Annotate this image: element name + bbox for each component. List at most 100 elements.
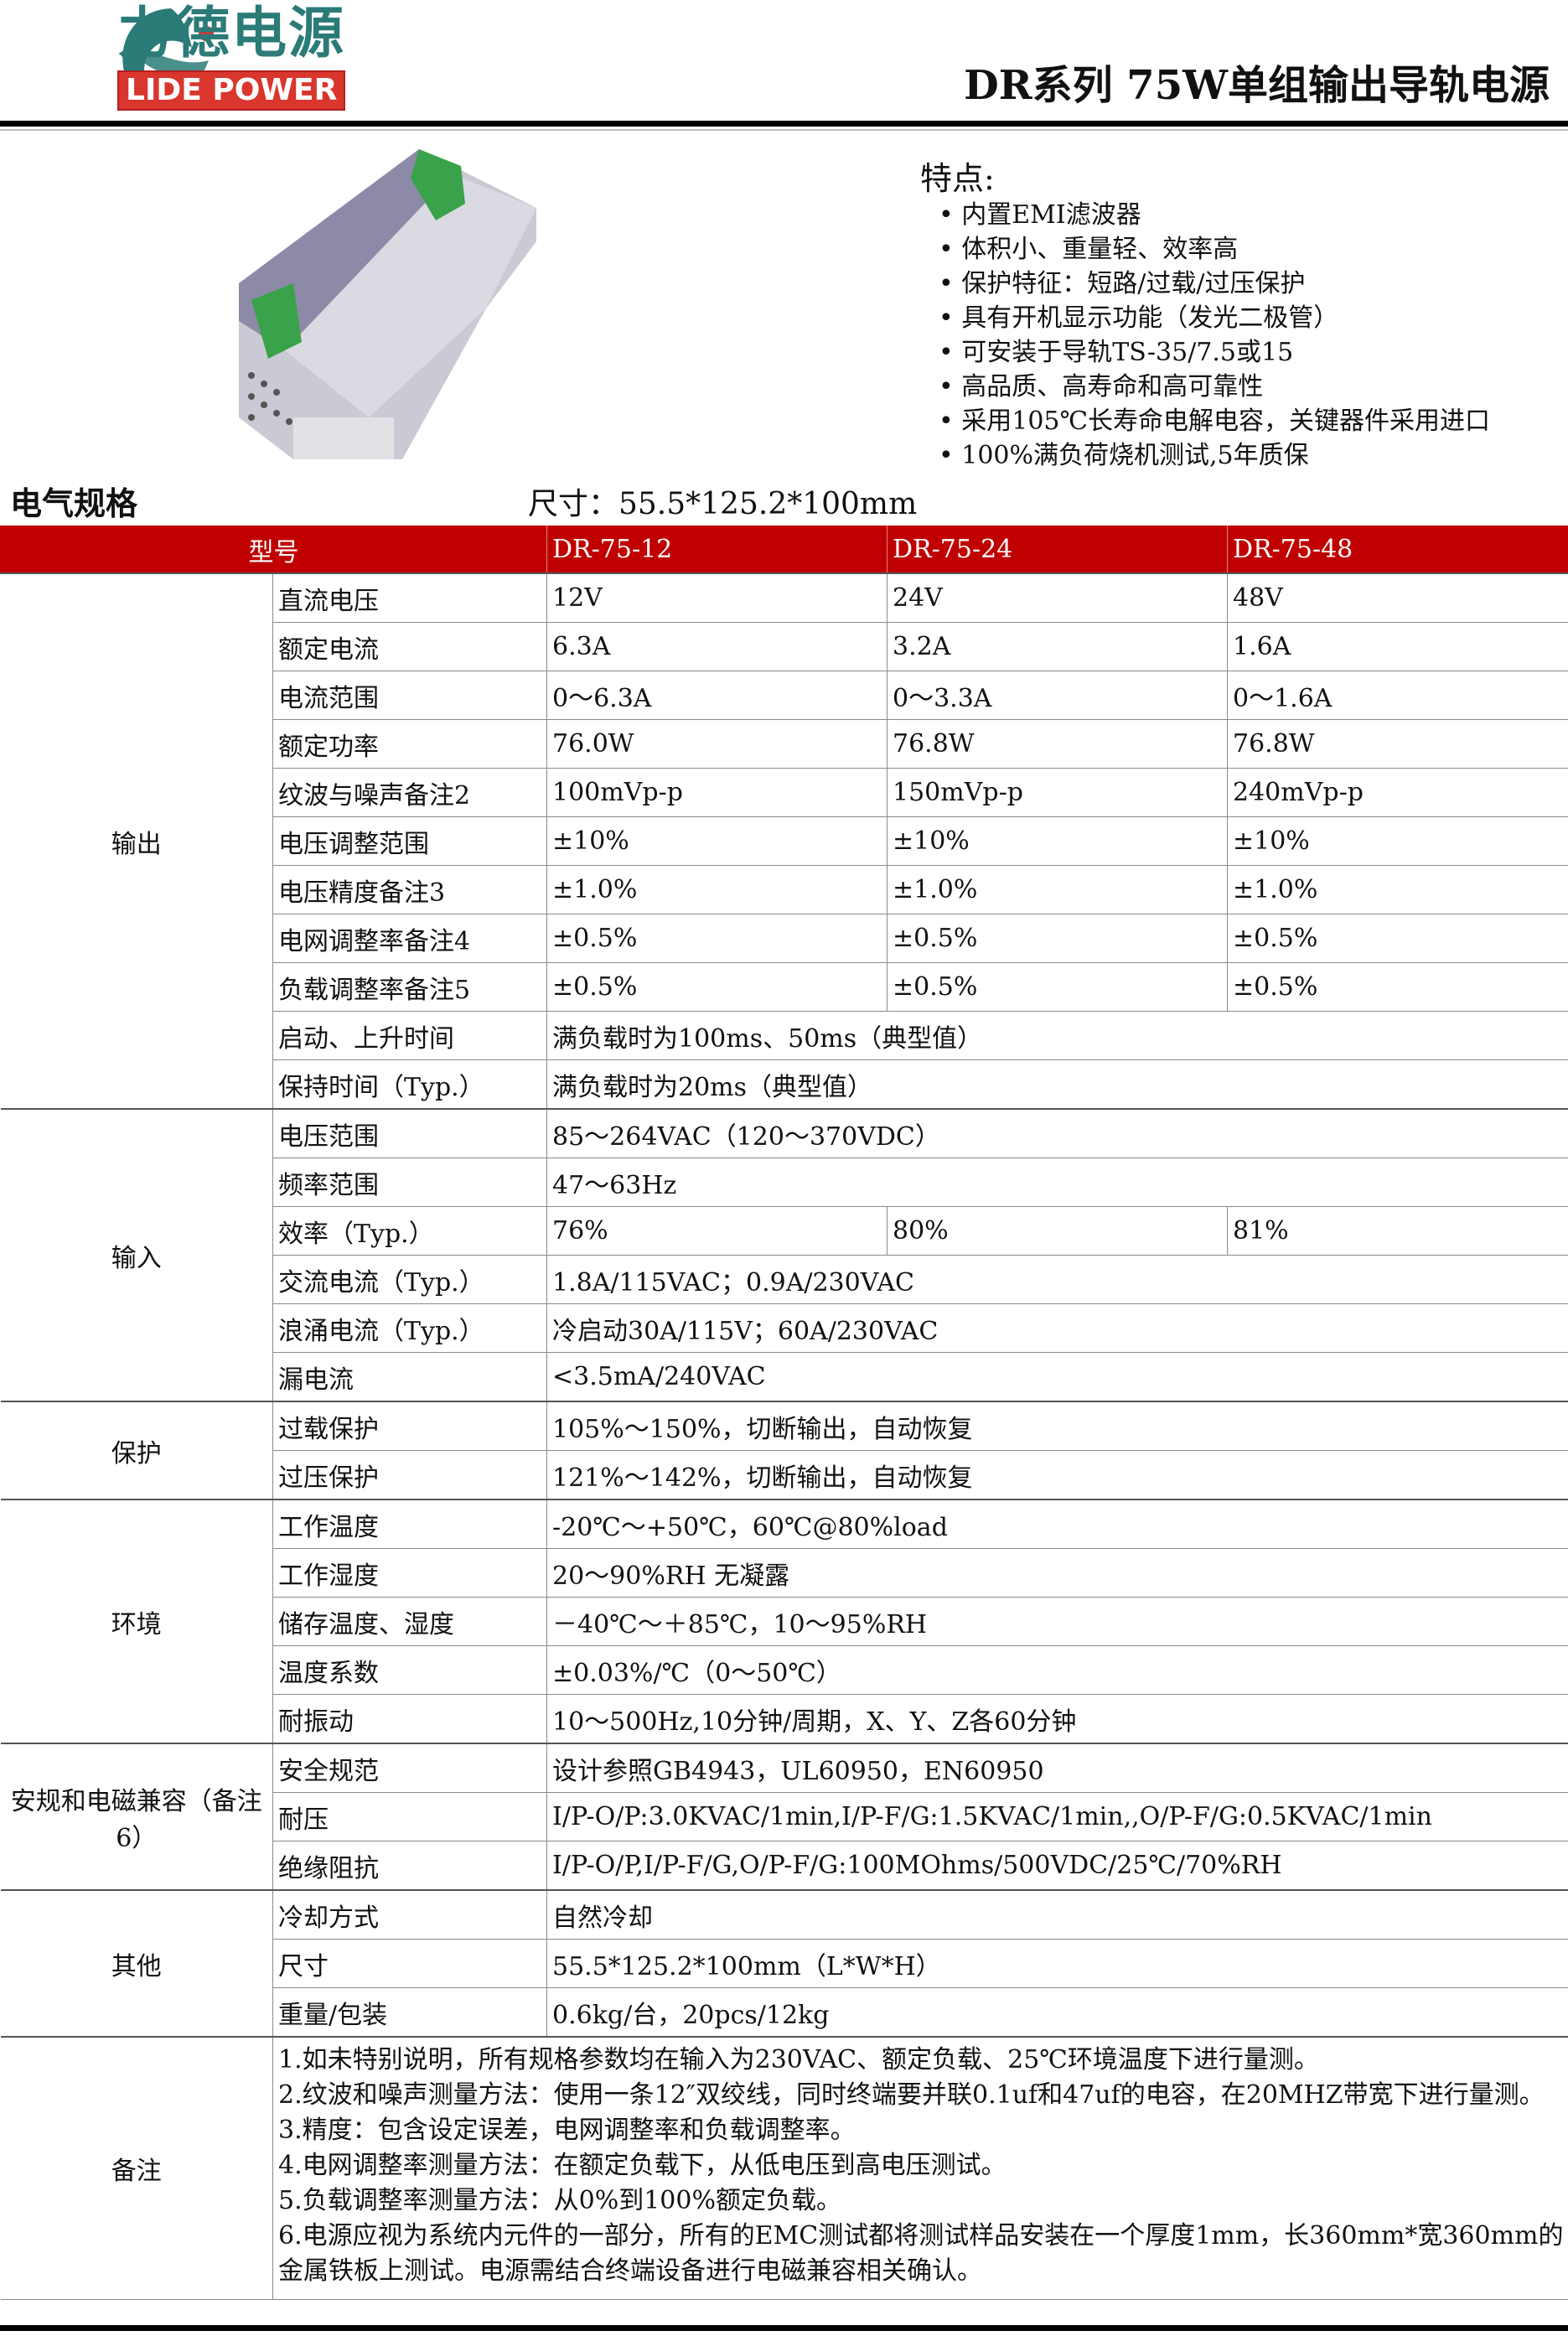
note-item: 2.纹波和噪声测量方法：使用一条12″双绞线，同时终端要并联0.1uf和47uf… (278, 2080, 1545, 2110)
table-row: 其他 冷却方式 自然冷却 (0, 1889, 1568, 2038)
row-value: 24V (887, 572, 1228, 623)
header-model-label: 型号 (0, 526, 547, 574)
row-value: 76.8W (1227, 719, 1568, 769)
row-label: 耐压 (272, 1792, 547, 1841)
row-label: 浪涌电流（Typ.） (272, 1303, 547, 1353)
row-value: ±1.0% (546, 865, 887, 914)
row-label: 绝缘阻抗 (272, 1841, 547, 1891)
row-value: －40℃～＋85℃，10～95%RH (546, 1597, 1568, 1646)
table-row: 输出 直流电压 12V 24V 48V (0, 572, 1568, 1110)
table-row: 频率范围 47～63Hz (1, 1158, 1568, 1207)
table-row: 保护 过载保护 105%～150%，切断输出，自动恢复 (0, 1401, 1568, 1500)
group-label: 输出 (0, 572, 273, 1110)
row-value: ±0.5% (887, 914, 1228, 963)
product-image (239, 149, 536, 459)
row-value: 80% (887, 1206, 1228, 1256)
table-row: 环境 工作温度 -20℃～+50℃，60℃@80%load (0, 1499, 1568, 1744)
row-label: 电压调整范围 (272, 816, 547, 866)
header-divider (0, 121, 1568, 127)
row-label: 尺寸 (272, 1939, 547, 1988)
row-value: 105%～150%，切断输出，自动恢复 (546, 1401, 1568, 1451)
row-label: 启动、上升时间 (272, 1011, 547, 1060)
row-label: 效率（Typ.） (272, 1206, 547, 1256)
row-label: 安全规范 (272, 1743, 547, 1793)
row-label: 电压精度备注3 (272, 865, 547, 914)
row-value: ±0.5% (887, 962, 1228, 1012)
row-label: 纹波与噪声备注2 (272, 768, 547, 817)
table-row: 漏电流 <3.5mA/240VAC (1, 1352, 1568, 1402)
row-value: 100mVp-p (546, 768, 887, 817)
size-text: 尺寸：55.5*125.2*100mm (528, 487, 918, 521)
row-value: ±10% (546, 816, 887, 866)
row-label: 电压范围 (272, 1108, 547, 1158)
row-value: 0～3.3A (887, 671, 1228, 720)
feature-item: 采用105℃长寿命电解电容，关键器件采用进口 (939, 404, 1490, 438)
table-row: 电压调整范围 ±10% ±10% ±10% (1, 816, 1568, 866)
table-row: 保持时间（Typ.） 满负载时为20ms（典型值） (1, 1059, 1568, 1110)
row-value: 48V (1227, 572, 1568, 623)
row-value: ±0.5% (1227, 914, 1568, 963)
row-label: 温度系数 (272, 1645, 547, 1695)
header-model-1: DR-75-12 (546, 526, 887, 574)
row-label: 工作温度 (272, 1499, 547, 1549)
table-row: 启动、上升时间 满负载时为100ms、50ms（典型值） (1, 1011, 1568, 1060)
footer-divider (0, 2325, 1568, 2331)
row-value: -20℃～+50℃，60℃@80%load (546, 1499, 1568, 1549)
row-label: 频率范围 (272, 1158, 547, 1207)
row-label: 直流电压 (272, 572, 547, 623)
row-value: 55.5*125.2*100mm（L*W*H） (546, 1939, 1568, 1988)
row-label: 冷却方式 (272, 1889, 547, 1940)
table-row: 安规和电磁兼容（备注6） 安全规范 设计参照GB4943，UL60950，EN609… (0, 1743, 1568, 1891)
feature-item: 具有开机显示功能（发光二极管） (939, 301, 1490, 335)
note-item: 1.如未特别说明，所有规格参数均在输入为230VAC、额定负载、25℃环境温度下… (278, 2045, 1319, 2074)
group-label: 保护 (0, 1401, 273, 1500)
row-label: 重量/包装 (272, 1987, 547, 2038)
table-row: 浪涌电流（Typ.） 冷启动30A/115V；60A/230VAC (1, 1303, 1568, 1353)
row-value: I/P-O/P,I/P-F/G,O/P-F/G:100MOhms/500VDC/… (546, 1841, 1568, 1891)
row-value: 76% (546, 1206, 887, 1256)
header-model-3: DR-75-48 (1227, 526, 1568, 574)
row-value: 150mVp-p (887, 768, 1228, 817)
header-divider-thin (0, 129, 1568, 131)
row-value: 121%～142%，切断输出，自动恢复 (546, 1450, 1568, 1500)
row-value: 满负载时为100ms、50ms（典型值） (546, 1011, 1568, 1060)
group-label: 输入 (0, 1108, 273, 1402)
table-row: 输入 电压范围 85～264VAC（120～370VDC） (0, 1108, 1568, 1402)
row-label: 保持时间（Typ.） (272, 1059, 547, 1110)
row-value: ±0.03%/℃（0～50℃） (546, 1645, 1568, 1695)
row-value: ±0.5% (546, 914, 887, 963)
row-value: 76.8W (887, 719, 1228, 769)
row-label: 交流电流（Typ.） (272, 1255, 547, 1304)
row-value: 76.0W (546, 719, 887, 769)
table-header-row: 型号 DR-75-12 DR-75-24 DR-75-48 (0, 526, 1568, 574)
table-row: 耐压 I/P-O/P:3.0KVAC/1min,I/P-F/G:1.5KVAC/1… (1, 1792, 1568, 1841)
table-row: 电压精度备注3 ±1.0% ±1.0% ±1.0% (1, 865, 1568, 914)
feature-item: 体积小、重量轻、效率高 (939, 232, 1490, 267)
row-label: 电网调整率备注4 (272, 914, 547, 963)
logo-text-cn: 力德电源 (117, 1, 345, 65)
table-row: 过压保护 121%～142%，切断输出，自动恢复 (1, 1450, 1568, 1500)
row-value: 设计参照GB4943，UL60950，EN60950 (546, 1743, 1568, 1793)
group-label: 其他 (0, 1889, 273, 2038)
table-row: 储存温度、湿度 －40℃～＋85℃，10～95%RH (1, 1597, 1568, 1646)
note-item: 6.电源应视为系统内元件的一部分，所有的EMC测试都将测试样品安装在一个厚度1m… (278, 2221, 1564, 2286)
row-value: ±1.0% (887, 865, 1228, 914)
row-value: 20～90%RH 无凝露 (546, 1548, 1568, 1598)
row-value: 0～6.3A (546, 671, 887, 720)
note-item: 3.精度：包含设定误差，电网调整率和负载调整率。 (278, 2116, 856, 2145)
group-label: 安规和电磁兼容（备注6） (0, 1743, 273, 1891)
table-row: 尺寸 55.5*125.2*100mm（L*W*H） (1, 1939, 1568, 1988)
feature-item: 100%满负荷烧机测试,5年质保 (939, 438, 1490, 473)
spec-section-title: 电气规格 (10, 484, 138, 522)
logo-text-en: LIDE POWER (117, 70, 346, 111)
row-value: 12V (546, 572, 887, 623)
row-label: 储存温度、湿度 (272, 1597, 547, 1646)
table-row: 效率（Typ.） 76% 80% 81% (1, 1206, 1568, 1256)
notes-label: 备注 (0, 2036, 273, 2300)
row-value: 自然冷却 (546, 1889, 1568, 1940)
row-value: 47～63Hz (546, 1158, 1568, 1207)
row-value: I/P-O/P:3.0KVAC/1min,I/P-F/G:1.5KVAC/1mi… (546, 1792, 1568, 1841)
row-label: 负载调整率备注5 (272, 962, 547, 1012)
row-value: <3.5mA/240VAC (546, 1352, 1568, 1402)
row-label: 耐振动 (272, 1694, 547, 1744)
